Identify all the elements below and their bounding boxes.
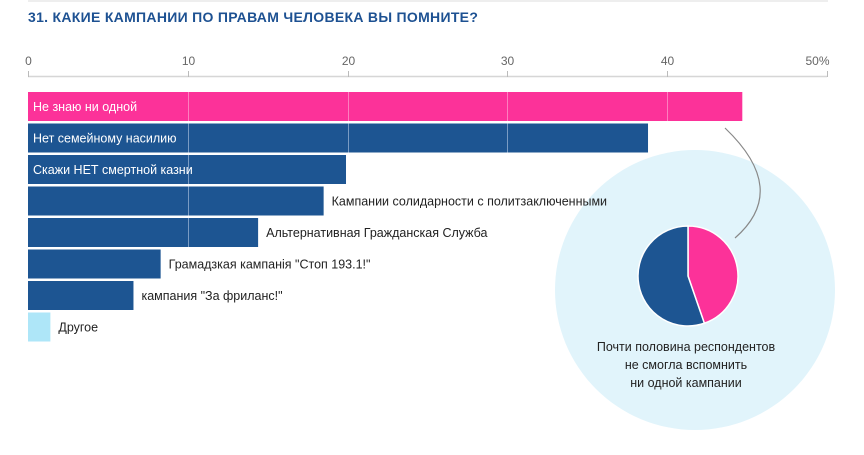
bar-label: Грамадзкая кампанія "Стоп 193.1!" [169,258,371,272]
bar-label: Кампании солидарности с политзаключенным… [332,195,607,209]
bar-label: Скажи НЕТ смертной казни [33,163,193,177]
pie-annotation-line: ни одной кампании [630,376,742,390]
pie-annotation-line: не смогла вспомнить [625,358,747,372]
pie-slice [687,225,739,325]
bar [28,312,51,342]
pie-annotation-line: Почти половина респондентов [597,340,776,354]
x-tick-label: 10 [182,54,196,68]
bar [28,155,347,184]
x-tick-label: 50% [805,54,829,68]
connector-line [724,127,761,239]
x-tick-label: 20 [342,54,356,68]
pie-slice [637,225,706,327]
top-rule [28,0,828,2]
x-tick-label: 40 [661,54,675,68]
bar-label: кампания "За фриланс!" [141,289,282,303]
bar-label: Альтернативная Гражданская Служба [266,226,487,240]
x-tick-label: 30 [501,54,515,68]
bar-label: Не знаю ни одной [33,100,137,114]
bar [28,123,649,153]
bar-label: Нет семейному насилию [33,132,177,146]
bar [28,186,324,216]
x-axis: 0 10 20 30 40 50% [25,54,830,78]
chart-title: 31. КАКИЕ КАМПАНИИ ПО ПРАВАМ ЧЕЛОВЕКА ВЫ… [28,9,479,25]
bar [28,249,161,279]
bar [28,281,134,310]
bar [28,218,259,247]
bars: Не знаю ни одной Нет семейному насилию Ска… [28,92,743,342]
x-tick-label: 0 [25,54,32,68]
bar-label: Другое [58,321,98,335]
pie-chart: Почти половина респондентов не смогла всп… [597,127,776,390]
bar [28,92,743,121]
